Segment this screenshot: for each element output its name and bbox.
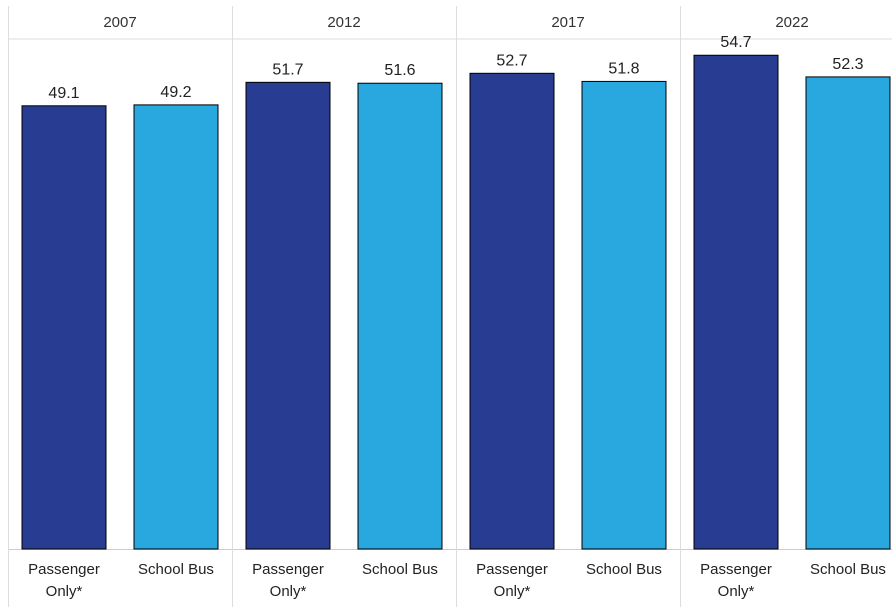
value-label-2007-passenger-only: 49.1 [48,85,79,102]
tick-label-2012-passenger-only: Passenger Only* [252,561,324,600]
value-label-2012-passenger-only: 51.7 [272,61,303,78]
bar-2017-school-bus [581,80,667,550]
bars [21,54,891,550]
tick-label-2007-passenger-only: Passenger Only* [28,561,100,600]
bar-2012-school-bus [357,82,443,550]
tick-label-2022-passenger-only: Passenger Only* [700,561,772,600]
tick-label-2022-school-bus: School Bus [810,561,886,578]
bar-2022-passenger-only [693,54,779,550]
category-tick-labels: Passenger Only* School Bus Passenger Only* Sc… [28,561,886,600]
panel-headers: 2007 2012 2017 2022 [103,14,808,31]
tick-label-2007-school-bus: School Bus [138,561,214,578]
tick-label-2017-school-bus: School Bus [586,561,662,578]
bar-2007-school-bus [133,104,219,550]
value-label-2022-passenger-only: 54.7 [720,34,751,51]
panel-header-2012: 2012 [327,14,360,31]
tick-label-2012-school-bus: School Bus [362,561,438,578]
value-label-2017-passenger-only: 52.7 [496,52,527,69]
panel-header-2022: 2022 [775,14,808,31]
panel-header-2017: 2017 [551,14,584,31]
value-labels: 49.1 49.2 51.7 51.6 52.7 51.8 54.7 52.3 [48,34,863,102]
bar-2022-school-bus [805,76,891,550]
value-label-2017-school-bus: 51.8 [608,60,639,77]
value-label-2012-school-bus: 51.6 [384,62,415,79]
tick-label-2017-passenger-only: Passenger Only* [476,561,548,600]
value-label-2022-school-bus: 52.3 [832,56,863,73]
bar-2007-passenger-only [21,105,107,550]
panel-header-2007: 2007 [103,14,136,31]
bar-2012-passenger-only [245,81,331,550]
value-label-2007-school-bus: 49.2 [160,84,191,101]
bar-2017-passenger-only [469,72,555,550]
